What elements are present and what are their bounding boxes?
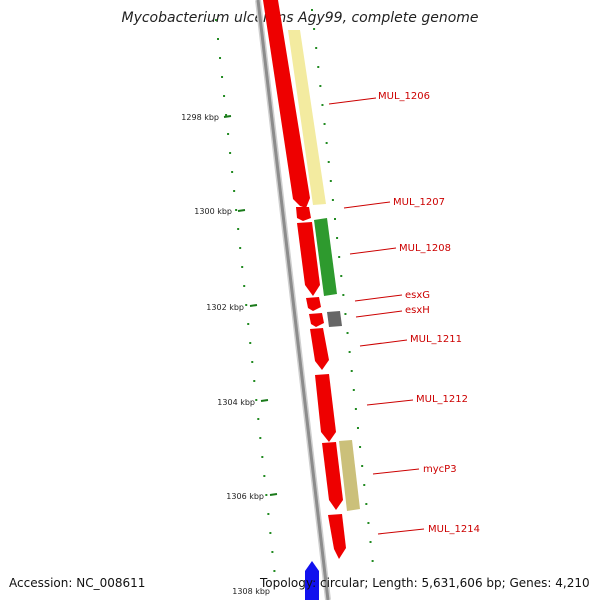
feature-track (288, 30, 360, 511)
accession-text: Accession: NC_008611 (9, 576, 146, 590)
feature-esxH[interactable] (327, 311, 342, 327)
gene-label-1214: MUL_1214 (428, 524, 480, 535)
cds-arrow-esxH[interactable] (309, 313, 324, 327)
tick-label-1306: 1306 kbp (226, 492, 264, 501)
gene-label-esxG: esxG (405, 290, 430, 301)
cds-arrow-1207[interactable] (296, 207, 311, 221)
topology-text: Topology: circular; Length: 5,631,606 bp… (260, 576, 590, 590)
feature-1208[interactable] (314, 218, 337, 296)
gene-labels: MUL_1206 MUL_1207 MUL_1208 esxG esxH MUL… (328, 91, 480, 535)
cds-arrow-esxG[interactable] (306, 297, 321, 311)
tick-1308: 1308 kbp (232, 587, 270, 596)
gene-label-esxH: esxH (405, 305, 430, 316)
gene-label-1207: MUL_1207 (393, 197, 445, 208)
gene-label-1211: MUL_1211 (410, 334, 462, 345)
tick-1300: 1300 kbp (194, 207, 246, 216)
gene-label-mycP3: mycP3 (423, 464, 457, 475)
outer-scale (215, 19, 276, 572)
gene-label-1206: MUL_1206 (378, 91, 430, 102)
cds-arrow-1206[interactable] (263, 0, 310, 208)
cds-arrow-reverse[interactable] (305, 561, 319, 600)
feature-mycP3[interactable] (339, 440, 360, 511)
tick-1298: 1298 kbp (181, 113, 232, 122)
cds-arrow-1211[interactable] (310, 328, 329, 370)
feature-1206[interactable] (288, 30, 326, 205)
tick-1304: 1304 kbp (217, 398, 269, 407)
backbone (256, 0, 330, 600)
tick-label-1304: 1304 kbp (217, 398, 255, 407)
map-title: Mycobacterium ulcerans Agy99, complete g… (121, 10, 479, 26)
inner-scale (311, 9, 374, 562)
tick-label-1308: 1308 kbp (232, 587, 270, 596)
gene-label-1208: MUL_1208 (399, 243, 451, 254)
tick-label-1298: 1298 kbp (181, 113, 219, 122)
gene-label-1212: MUL_1212 (416, 394, 468, 405)
tick-1306: 1306 kbp (226, 492, 278, 501)
tick-1302: 1302 kbp (206, 303, 258, 312)
cds-arrow-1212[interactable] (315, 374, 336, 442)
cds-arrow-mycP3[interactable] (322, 442, 343, 510)
tick-label-1300: 1300 kbp (194, 207, 232, 216)
cds-arrow-1208[interactable] (297, 222, 320, 296)
tick-label-1302: 1302 kbp (206, 303, 244, 312)
cds-track (263, 0, 346, 559)
cds-arrow-1214[interactable] (328, 514, 346, 559)
